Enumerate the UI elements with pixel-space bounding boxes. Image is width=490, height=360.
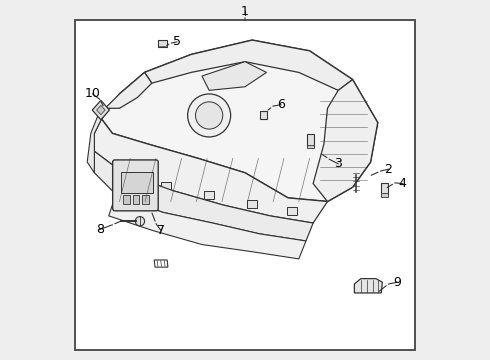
Polygon shape xyxy=(97,105,105,115)
Bar xyxy=(307,134,314,146)
Polygon shape xyxy=(145,40,353,90)
FancyBboxPatch shape xyxy=(113,160,158,211)
Text: 9: 9 xyxy=(393,276,401,289)
Bar xyxy=(307,145,314,148)
Polygon shape xyxy=(313,80,378,202)
Text: 7: 7 xyxy=(157,224,165,237)
Polygon shape xyxy=(109,194,306,259)
Polygon shape xyxy=(95,151,313,241)
Text: 6: 6 xyxy=(277,98,285,111)
Circle shape xyxy=(188,94,231,137)
Bar xyxy=(381,183,389,194)
Polygon shape xyxy=(105,72,152,108)
Polygon shape xyxy=(101,40,378,202)
Polygon shape xyxy=(202,62,267,90)
Polygon shape xyxy=(354,279,382,293)
Bar xyxy=(142,195,148,204)
Bar xyxy=(204,191,214,199)
Bar xyxy=(381,193,388,197)
Polygon shape xyxy=(87,108,105,173)
Text: 2: 2 xyxy=(385,163,392,176)
Polygon shape xyxy=(95,119,327,223)
Bar xyxy=(287,207,296,215)
Bar xyxy=(158,40,167,47)
Polygon shape xyxy=(154,260,168,267)
Text: 1: 1 xyxy=(241,5,249,18)
Text: 10: 10 xyxy=(85,87,100,100)
Circle shape xyxy=(135,217,145,226)
Bar xyxy=(121,172,153,193)
Polygon shape xyxy=(92,100,109,120)
Bar xyxy=(247,200,257,208)
Bar xyxy=(260,111,267,119)
Bar xyxy=(161,182,171,190)
FancyBboxPatch shape xyxy=(74,21,416,350)
Text: 5: 5 xyxy=(173,35,181,49)
Text: 8: 8 xyxy=(96,223,104,236)
Text: 3: 3 xyxy=(334,157,342,170)
Bar xyxy=(133,195,139,204)
Bar xyxy=(123,195,130,204)
Text: 4: 4 xyxy=(399,177,407,190)
Circle shape xyxy=(196,102,223,129)
